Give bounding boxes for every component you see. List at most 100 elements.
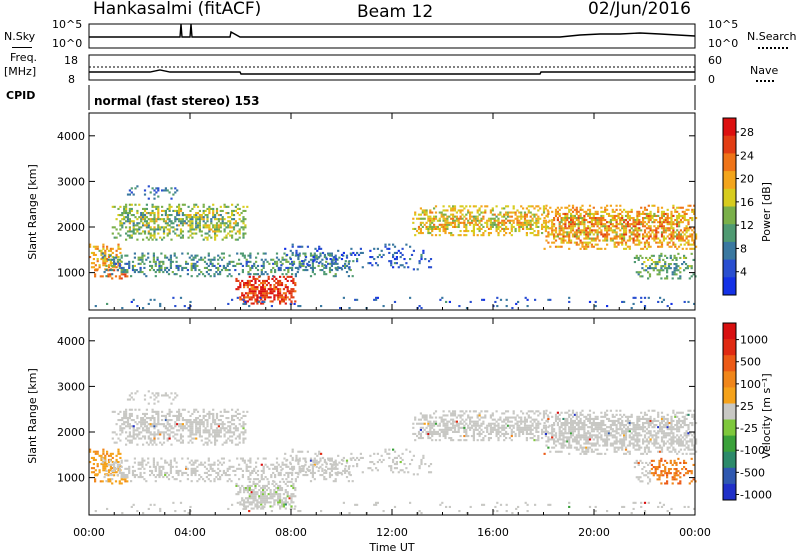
- power-cell: [111, 205, 114, 208]
- velocity-cell: [116, 474, 119, 477]
- velocity-cell: [495, 428, 498, 431]
- power-cell: [270, 258, 273, 261]
- velocity-cell: [311, 459, 314, 462]
- velocity-cell: [463, 428, 466, 431]
- power-cell: [656, 269, 659, 272]
- power-cell: [125, 205, 128, 208]
- velocity-cell: [442, 424, 445, 427]
- velocity-cell: [275, 469, 279, 472]
- velocity-cell: [225, 439, 228, 442]
- power-cell: [571, 217, 575, 220]
- velocity-cell: [482, 420, 485, 423]
- velocity-cell: [340, 458, 344, 461]
- velocity-cell: [203, 471, 207, 474]
- power-cell: [238, 232, 241, 235]
- power-cell: [495, 225, 498, 228]
- power-cell: [215, 218, 219, 221]
- velocity-cell: [275, 482, 278, 485]
- velocity-cell: [260, 495, 263, 498]
- power-cell: [590, 217, 593, 220]
- velocity-cell: [337, 454, 340, 457]
- power-cell: [302, 252, 305, 255]
- velocity-cell: [330, 467, 333, 470]
- power-cell: [154, 260, 157, 263]
- velocity-cell: [262, 465, 265, 468]
- velocity-cell: [246, 499, 249, 502]
- power-cell: [172, 209, 175, 212]
- power-cell: [419, 230, 422, 233]
- power-cell: [637, 271, 640, 274]
- power-cell: [133, 269, 136, 272]
- power-cell: [628, 217, 631, 220]
- velocity-cell: [436, 430, 439, 433]
- power-cell: [653, 214, 656, 217]
- velocity-cell: [263, 493, 267, 496]
- power-cell: [575, 231, 578, 234]
- velocity-cell: [302, 467, 305, 470]
- velocity-cell: [244, 437, 247, 440]
- power-cell: [263, 294, 267, 297]
- velocity-cell: [410, 458, 414, 461]
- velocity-cell: [240, 431, 243, 434]
- power-cell: [134, 224, 137, 227]
- power-cell: [596, 210, 599, 213]
- velocity-cell: [171, 476, 174, 479]
- velocity-cell: [183, 471, 186, 474]
- velocity-cell: [397, 471, 400, 474]
- velocity-cell: [149, 425, 152, 428]
- power-cell: [678, 231, 681, 234]
- velocity-cell: [126, 425, 130, 428]
- velocity-cell: [164, 474, 167, 477]
- power-cell: [539, 207, 542, 210]
- power-cell: [450, 223, 453, 226]
- velocity-cell: [136, 423, 139, 426]
- power-cell: [685, 208, 688, 211]
- velocity-cell: [109, 465, 112, 468]
- power-cell: [534, 298, 537, 301]
- power-cell: [254, 286, 257, 289]
- power-cell: [440, 211, 443, 214]
- power-cell: [231, 214, 234, 217]
- power-cell: [450, 221, 453, 224]
- power-cell: [393, 300, 397, 303]
- power-cell: [226, 269, 229, 272]
- power-cell: [288, 292, 291, 295]
- power-cell: [102, 245, 105, 248]
- power-cell: [313, 254, 316, 257]
- velocity-cell: [189, 431, 192, 434]
- power-cell: [615, 214, 618, 217]
- velocity-cell: [166, 423, 169, 426]
- power-cell: [263, 292, 267, 295]
- power-cell: [284, 247, 287, 250]
- power-cell: [252, 288, 255, 291]
- velocity-cell: [215, 414, 219, 417]
- power-cell: [690, 265, 693, 268]
- power-cell: [551, 223, 554, 226]
- velocity-cell: [242, 441, 245, 444]
- velocity-cell: [212, 417, 215, 420]
- power-cell: [198, 218, 201, 221]
- power-cell: [624, 219, 628, 222]
- power-cell: [600, 217, 603, 220]
- power-cell: [645, 223, 648, 226]
- power-cell: [570, 217, 573, 220]
- power-cell: [685, 227, 688, 230]
- velocity-cell: [126, 476, 129, 479]
- power-cell: [689, 235, 692, 238]
- power-cell: [476, 209, 479, 212]
- power-cell: [265, 284, 268, 287]
- power-cell: [583, 223, 586, 226]
- velocity-cell: [196, 459, 199, 462]
- velocity-cell: [431, 426, 434, 429]
- velocity-cell: [128, 471, 131, 474]
- power-cell: [133, 256, 136, 259]
- velocity-cell: [472, 420, 475, 423]
- power-cell: [297, 245, 300, 248]
- power-cell: [292, 282, 295, 285]
- power-cell: [280, 300, 284, 303]
- power-cell: [200, 256, 203, 259]
- power-cell: [104, 249, 107, 252]
- velocity-cell: [117, 461, 120, 464]
- velocity-cell: [196, 421, 200, 424]
- power-cell: [624, 223, 628, 226]
